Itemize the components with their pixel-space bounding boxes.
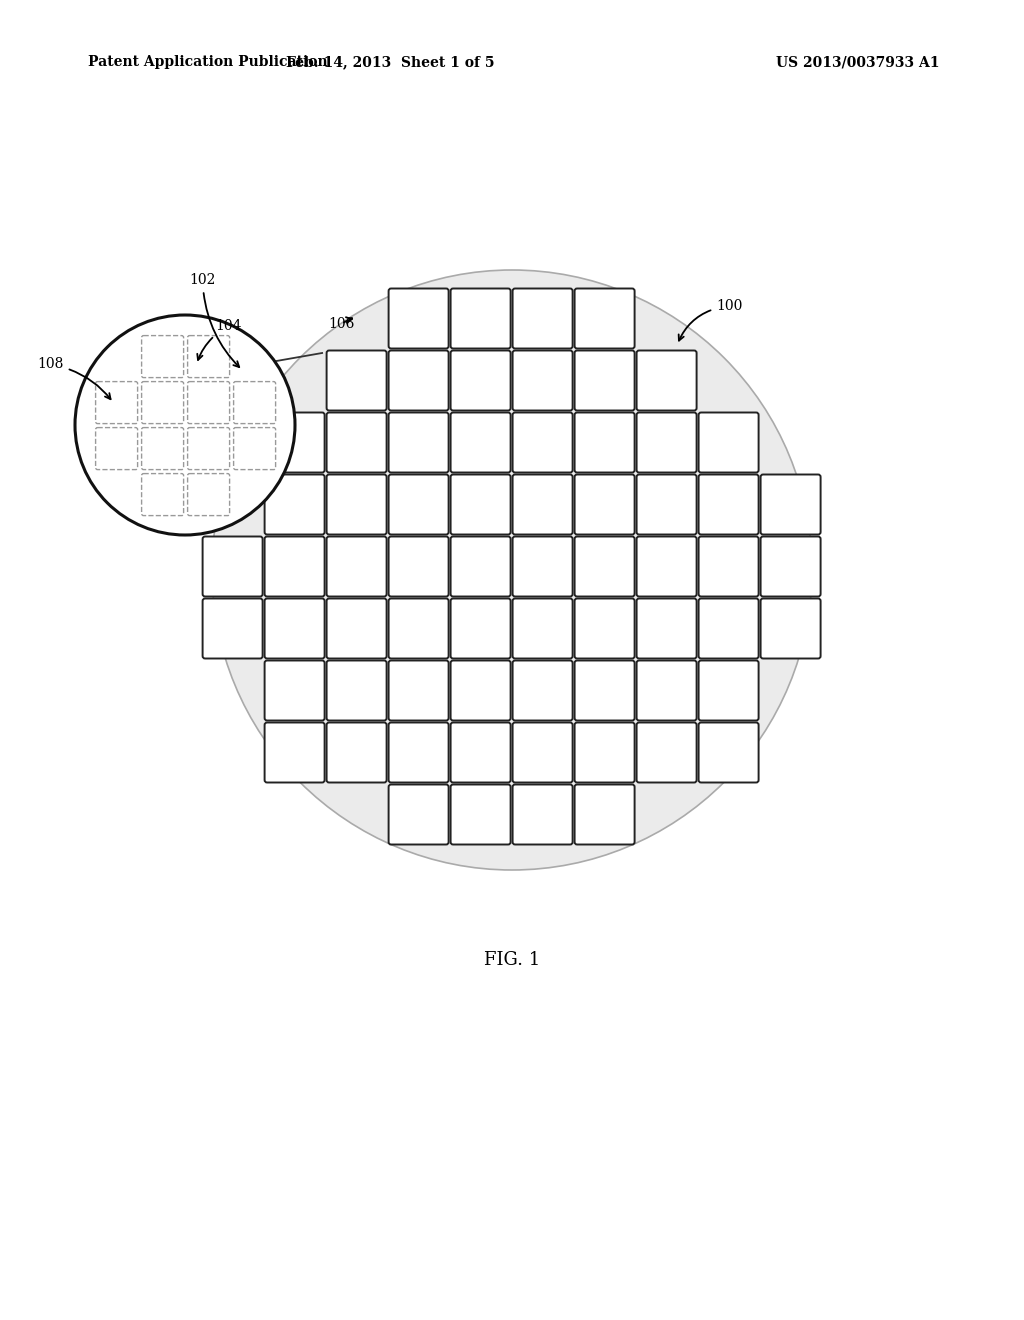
FancyBboxPatch shape: [388, 289, 449, 348]
FancyBboxPatch shape: [637, 536, 696, 597]
FancyBboxPatch shape: [698, 412, 759, 473]
FancyBboxPatch shape: [233, 381, 275, 424]
FancyBboxPatch shape: [451, 351, 511, 411]
Text: 102: 102: [189, 273, 240, 367]
FancyBboxPatch shape: [637, 351, 696, 411]
Text: US 2013/0037933 A1: US 2013/0037933 A1: [776, 55, 940, 69]
Text: Feb. 14, 2013  Sheet 1 of 5: Feb. 14, 2013 Sheet 1 of 5: [286, 55, 495, 69]
FancyBboxPatch shape: [513, 784, 572, 845]
FancyBboxPatch shape: [637, 722, 696, 783]
FancyBboxPatch shape: [388, 536, 449, 597]
FancyBboxPatch shape: [761, 598, 820, 659]
FancyBboxPatch shape: [388, 351, 449, 411]
FancyBboxPatch shape: [141, 474, 183, 516]
FancyBboxPatch shape: [187, 474, 229, 516]
FancyBboxPatch shape: [388, 474, 449, 535]
FancyBboxPatch shape: [327, 474, 387, 535]
Text: 104: 104: [198, 319, 242, 360]
FancyBboxPatch shape: [451, 536, 511, 597]
FancyBboxPatch shape: [233, 428, 275, 470]
FancyBboxPatch shape: [513, 289, 572, 348]
FancyBboxPatch shape: [698, 474, 759, 535]
FancyBboxPatch shape: [761, 536, 820, 597]
FancyBboxPatch shape: [327, 412, 387, 473]
FancyBboxPatch shape: [574, 289, 635, 348]
FancyBboxPatch shape: [141, 428, 183, 470]
FancyBboxPatch shape: [264, 598, 325, 659]
Circle shape: [75, 315, 295, 535]
FancyBboxPatch shape: [388, 660, 449, 721]
FancyBboxPatch shape: [264, 474, 325, 535]
FancyBboxPatch shape: [451, 722, 511, 783]
FancyBboxPatch shape: [761, 474, 820, 535]
FancyBboxPatch shape: [451, 289, 511, 348]
Text: Patent Application Publication: Patent Application Publication: [88, 55, 328, 69]
FancyBboxPatch shape: [513, 598, 572, 659]
FancyBboxPatch shape: [203, 598, 262, 659]
FancyBboxPatch shape: [388, 722, 449, 783]
FancyBboxPatch shape: [698, 660, 759, 721]
FancyBboxPatch shape: [264, 660, 325, 721]
FancyBboxPatch shape: [141, 335, 183, 378]
FancyBboxPatch shape: [451, 474, 511, 535]
FancyBboxPatch shape: [637, 660, 696, 721]
FancyBboxPatch shape: [95, 381, 137, 424]
FancyBboxPatch shape: [637, 474, 696, 535]
FancyBboxPatch shape: [574, 412, 635, 473]
FancyBboxPatch shape: [264, 412, 325, 473]
FancyBboxPatch shape: [327, 351, 387, 411]
FancyBboxPatch shape: [574, 598, 635, 659]
FancyBboxPatch shape: [698, 536, 759, 597]
FancyBboxPatch shape: [637, 412, 696, 473]
FancyBboxPatch shape: [141, 381, 183, 424]
FancyBboxPatch shape: [327, 536, 387, 597]
FancyBboxPatch shape: [513, 536, 572, 597]
FancyBboxPatch shape: [574, 474, 635, 535]
FancyBboxPatch shape: [574, 784, 635, 845]
FancyBboxPatch shape: [698, 722, 759, 783]
Text: 108: 108: [38, 358, 111, 399]
Text: 106: 106: [329, 317, 354, 331]
FancyBboxPatch shape: [698, 598, 759, 659]
FancyBboxPatch shape: [187, 381, 229, 424]
FancyBboxPatch shape: [574, 536, 635, 597]
Text: 100: 100: [679, 300, 742, 341]
FancyBboxPatch shape: [574, 351, 635, 411]
FancyBboxPatch shape: [451, 598, 511, 659]
FancyBboxPatch shape: [513, 660, 572, 721]
Circle shape: [212, 271, 812, 870]
FancyBboxPatch shape: [513, 722, 572, 783]
FancyBboxPatch shape: [513, 412, 572, 473]
FancyBboxPatch shape: [187, 428, 229, 470]
FancyBboxPatch shape: [388, 598, 449, 659]
FancyBboxPatch shape: [327, 660, 387, 721]
FancyBboxPatch shape: [637, 598, 696, 659]
FancyBboxPatch shape: [451, 412, 511, 473]
FancyBboxPatch shape: [327, 598, 387, 659]
FancyBboxPatch shape: [95, 428, 137, 470]
FancyBboxPatch shape: [203, 536, 262, 597]
FancyBboxPatch shape: [388, 784, 449, 845]
FancyBboxPatch shape: [388, 412, 449, 473]
FancyBboxPatch shape: [574, 660, 635, 721]
FancyBboxPatch shape: [451, 784, 511, 845]
FancyBboxPatch shape: [451, 660, 511, 721]
FancyBboxPatch shape: [264, 536, 325, 597]
FancyBboxPatch shape: [574, 722, 635, 783]
FancyBboxPatch shape: [327, 722, 387, 783]
FancyBboxPatch shape: [513, 474, 572, 535]
FancyBboxPatch shape: [187, 335, 229, 378]
Text: FIG. 1: FIG. 1: [484, 950, 540, 969]
FancyBboxPatch shape: [513, 351, 572, 411]
FancyBboxPatch shape: [264, 722, 325, 783]
